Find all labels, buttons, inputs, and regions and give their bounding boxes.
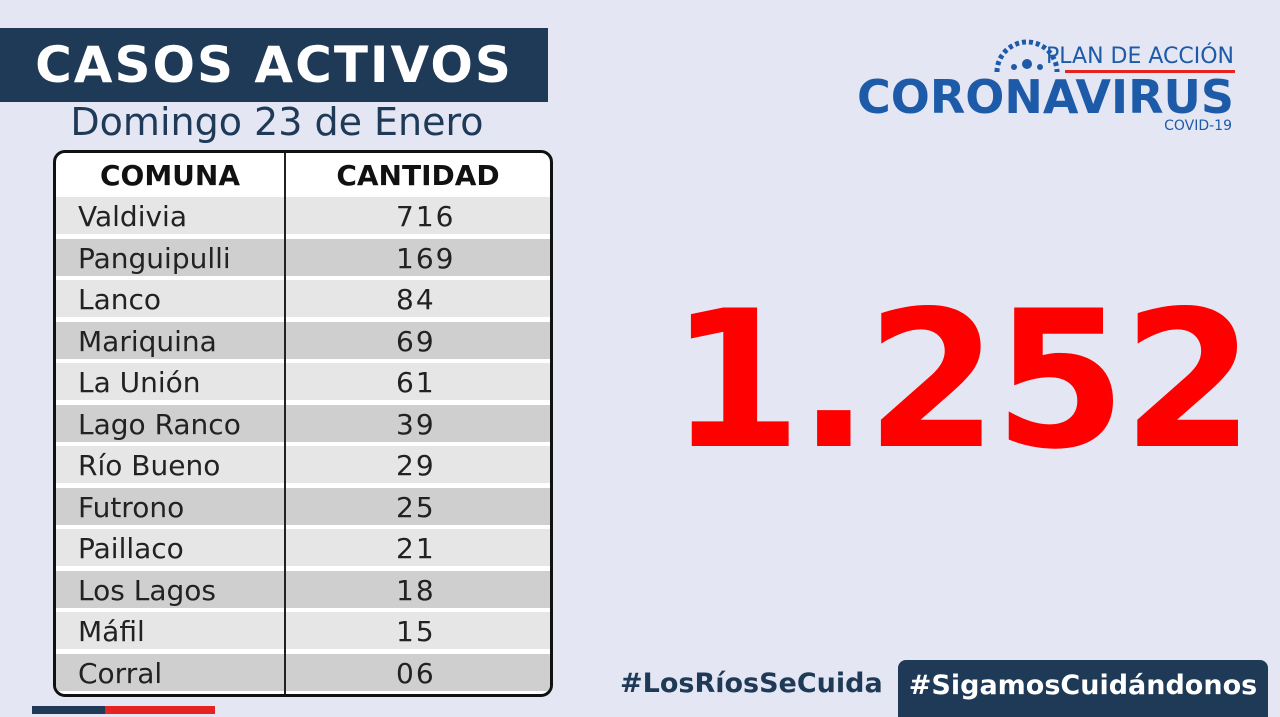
cantidad-cell: 15 bbox=[396, 615, 436, 648]
cantidad-cell: 18 bbox=[396, 573, 436, 607]
table: COMUNA CANTIDAD Valdivia 716 Panguipulli 16… bbox=[53, 150, 553, 697]
table-row: Río Bueno 29 bbox=[56, 446, 550, 483]
table-row: Panguipulli 169 bbox=[56, 238, 550, 276]
cantidad-cell: 61 bbox=[396, 366, 436, 399]
cantidad-cell: 25 bbox=[396, 490, 436, 524]
date: Domingo 23 de Enero bbox=[70, 100, 484, 144]
comuna-cell: Valdivia bbox=[78, 200, 187, 233]
comuna-cell: Lanco bbox=[78, 283, 162, 316]
cantidad-cell: 716 bbox=[396, 200, 456, 233]
table-row: Lago Ranco 39 bbox=[56, 404, 550, 442]
table-row: Valdivia 716 bbox=[56, 197, 550, 234]
cantidad-cell: 29 bbox=[396, 449, 436, 482]
logo-brand: CORONAVIRUS bbox=[857, 70, 1234, 124]
column-header: CANTIDAD bbox=[336, 159, 500, 192]
comuna-cell: Futrono bbox=[78, 490, 185, 524]
cantidad-cell: 39 bbox=[396, 407, 436, 441]
total: 1.252 bbox=[669, 270, 1255, 491]
table-row: Corral 06 bbox=[56, 653, 550, 691]
stripe bbox=[32, 706, 105, 714]
table-row: Lanco 84 bbox=[56, 280, 550, 317]
cantidad-cell: 06 bbox=[396, 656, 436, 690]
cantidad-cell: 21 bbox=[396, 532, 436, 565]
comuna-cell: Los Lagos bbox=[78, 573, 216, 607]
comuna-cell: Lago Ranco bbox=[78, 407, 241, 441]
comuna-cell: La Unión bbox=[78, 366, 201, 399]
table-row: Máfil 15 bbox=[56, 612, 550, 649]
table-row: Mariquina 69 bbox=[56, 321, 550, 359]
comuna-cell: Panguipulli bbox=[78, 241, 231, 275]
cantidad-cell: 69 bbox=[396, 324, 436, 358]
comuna-cell: Mariquina bbox=[78, 324, 217, 358]
title: CASOS ACTIVOS bbox=[0, 28, 548, 102]
table-row: Paillaco 21 bbox=[56, 529, 550, 566]
stripe bbox=[105, 706, 215, 714]
table-row: Los Lagos 18 bbox=[56, 570, 550, 608]
logo-rule bbox=[1065, 70, 1235, 73]
column-header: COMUNA bbox=[99, 159, 241, 192]
cantidad-cell: 84 bbox=[396, 283, 436, 316]
comuna-cell: Río Bueno bbox=[78, 449, 221, 482]
table-row: Futrono 25 bbox=[56, 487, 550, 525]
hashtag: #SigamosCuidándonos bbox=[898, 660, 1268, 717]
logo-line: COVID-19 bbox=[1164, 118, 1232, 134]
column-divider bbox=[284, 153, 286, 694]
comuna-cell: Paillaco bbox=[78, 532, 184, 565]
cantidad-cell: 169 bbox=[396, 241, 456, 275]
comuna-cell: Máfil bbox=[78, 615, 145, 648]
table-row: La Unión 61 bbox=[56, 363, 550, 400]
comuna-cell: Corral bbox=[78, 656, 163, 690]
virus-icon bbox=[994, 39, 1060, 73]
logo-line: PLAN DE ACCIÓN bbox=[1045, 44, 1234, 69]
hashtag: #LosRíosSeCuida bbox=[620, 668, 883, 699]
